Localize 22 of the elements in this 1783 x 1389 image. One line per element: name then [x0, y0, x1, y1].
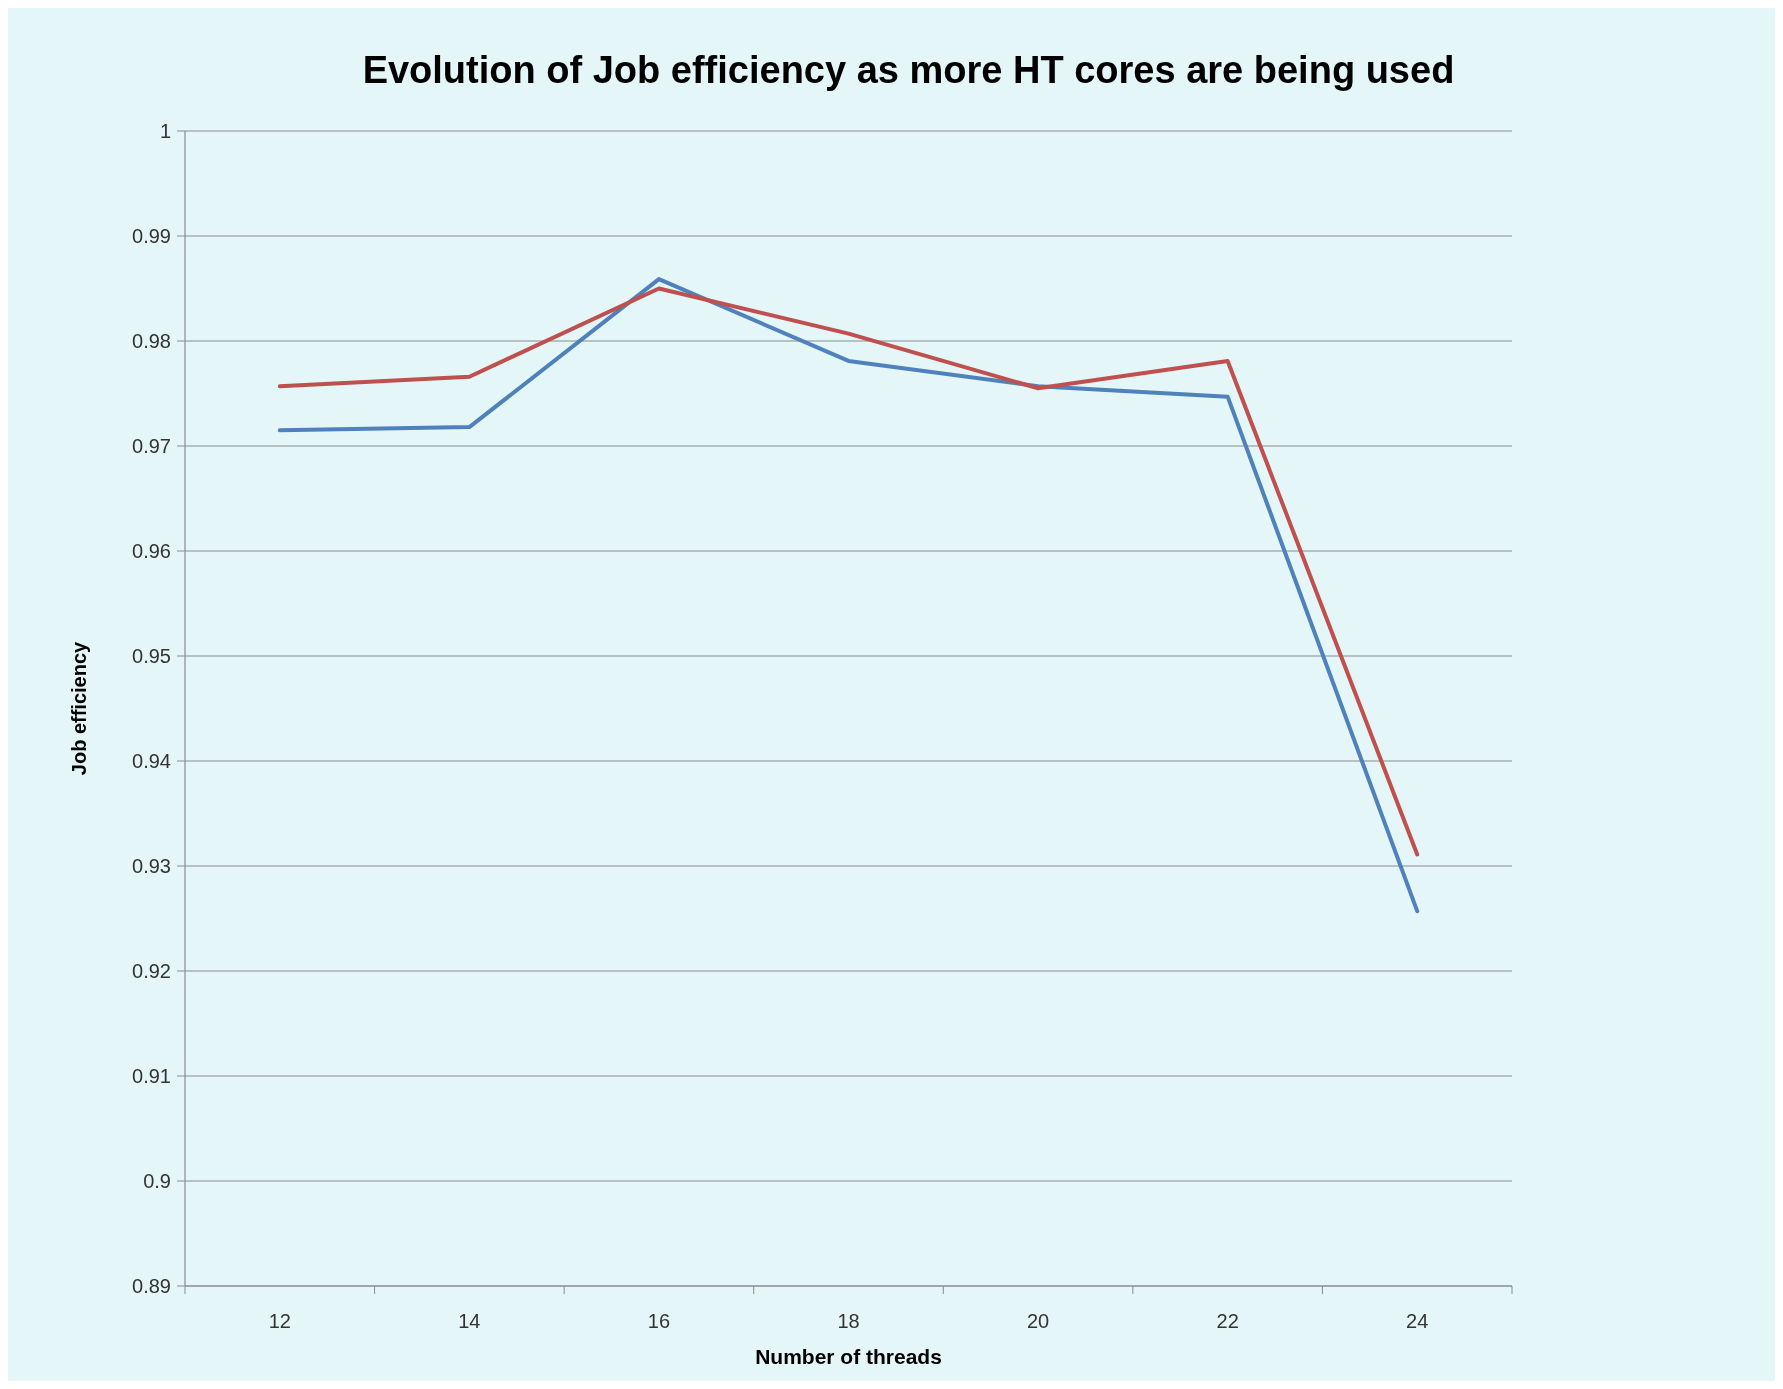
y-tick-label: 0.96 [132, 540, 171, 562]
chart-title: Evolution of Job efficiency as more HT cores are being used [362, 49, 1455, 91]
y-tick-label: 0.98 [132, 330, 171, 352]
y-tick-label: 0.93 [132, 855, 171, 877]
x-tick-label: 20 [1026, 1310, 1050, 1332]
y-tick-label: 0.89 [132, 1275, 171, 1297]
x-tick-label: 14 [458, 1310, 481, 1332]
y-tick-label: 0.99 [132, 225, 171, 247]
y-tick-label: 1 [159, 120, 171, 142]
x-tick-label: 24 [1406, 1310, 1429, 1332]
y-tick-label: 0.95 [132, 645, 171, 667]
x-tick-label: 22 [1216, 1310, 1239, 1332]
y-tick-label: 0.9 [143, 1170, 171, 1192]
y-tick-label: 0.91 [132, 1065, 171, 1087]
x-tick-label: 16 [647, 1310, 671, 1332]
x-axis-title: Number of threads [755, 1345, 942, 1368]
y-tick-label: 0.97 [132, 435, 171, 457]
y-tick-label: 0.92 [132, 960, 171, 982]
y-axis-title: Job efficiency [68, 640, 90, 776]
x-tick-label: 12 [268, 1310, 291, 1332]
x-tick-label: 18 [837, 1310, 860, 1332]
y-tick-label: 0.94 [132, 750, 171, 772]
